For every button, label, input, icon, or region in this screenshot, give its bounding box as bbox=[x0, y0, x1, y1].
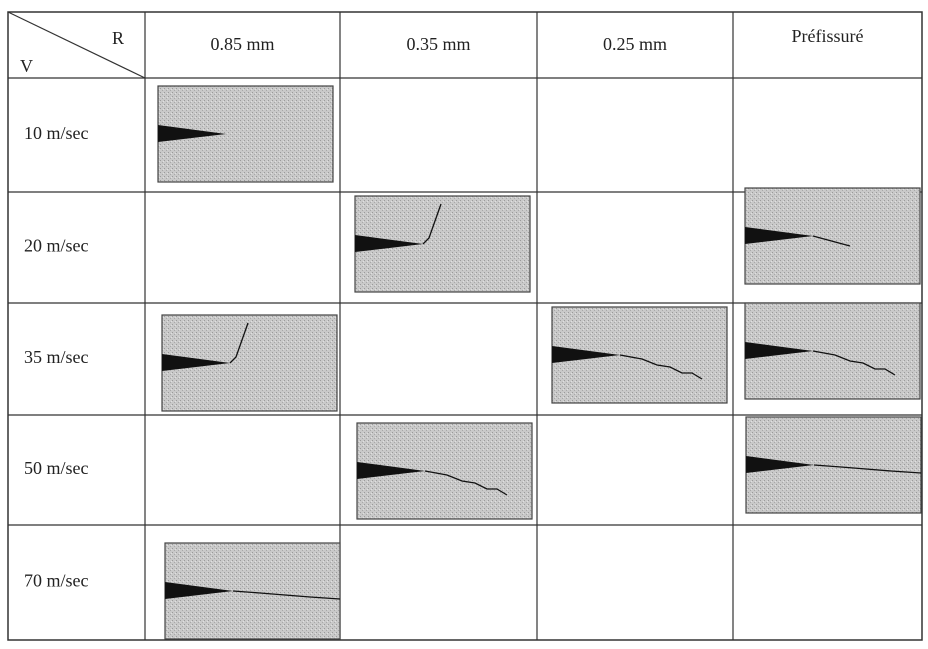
notch bbox=[552, 346, 620, 363]
row-header: 35 m/sec bbox=[24, 347, 89, 367]
row-header: 70 m/sec bbox=[24, 571, 89, 591]
column-header: Préfissuré bbox=[792, 26, 864, 46]
crack bbox=[812, 350, 896, 376]
crack bbox=[619, 354, 703, 380]
corner-diagonal bbox=[7, 11, 146, 79]
table-border bbox=[7, 11, 923, 641]
row-header: 20 m/sec bbox=[24, 236, 89, 256]
row-header: 50 m/sec bbox=[24, 458, 89, 478]
crack bbox=[424, 470, 508, 496]
notch bbox=[355, 235, 423, 252]
column-header: 0.85 mm bbox=[210, 34, 274, 54]
corner-column-label: R bbox=[112, 28, 124, 48]
notch bbox=[746, 456, 814, 473]
crack bbox=[422, 203, 442, 245]
row-header: 10 m/sec bbox=[24, 123, 89, 143]
column-header: 0.25 mm bbox=[603, 34, 667, 54]
notch bbox=[158, 125, 226, 142]
notch bbox=[745, 342, 813, 359]
crack bbox=[812, 235, 851, 247]
corner-row-label: V bbox=[20, 56, 33, 76]
crack bbox=[232, 590, 341, 600]
notch bbox=[745, 227, 813, 244]
notch bbox=[162, 354, 230, 371]
column-header: 0.35 mm bbox=[406, 34, 470, 54]
notch bbox=[357, 462, 425, 479]
crack bbox=[813, 464, 922, 474]
notch bbox=[165, 582, 233, 599]
crack bbox=[229, 322, 249, 364]
